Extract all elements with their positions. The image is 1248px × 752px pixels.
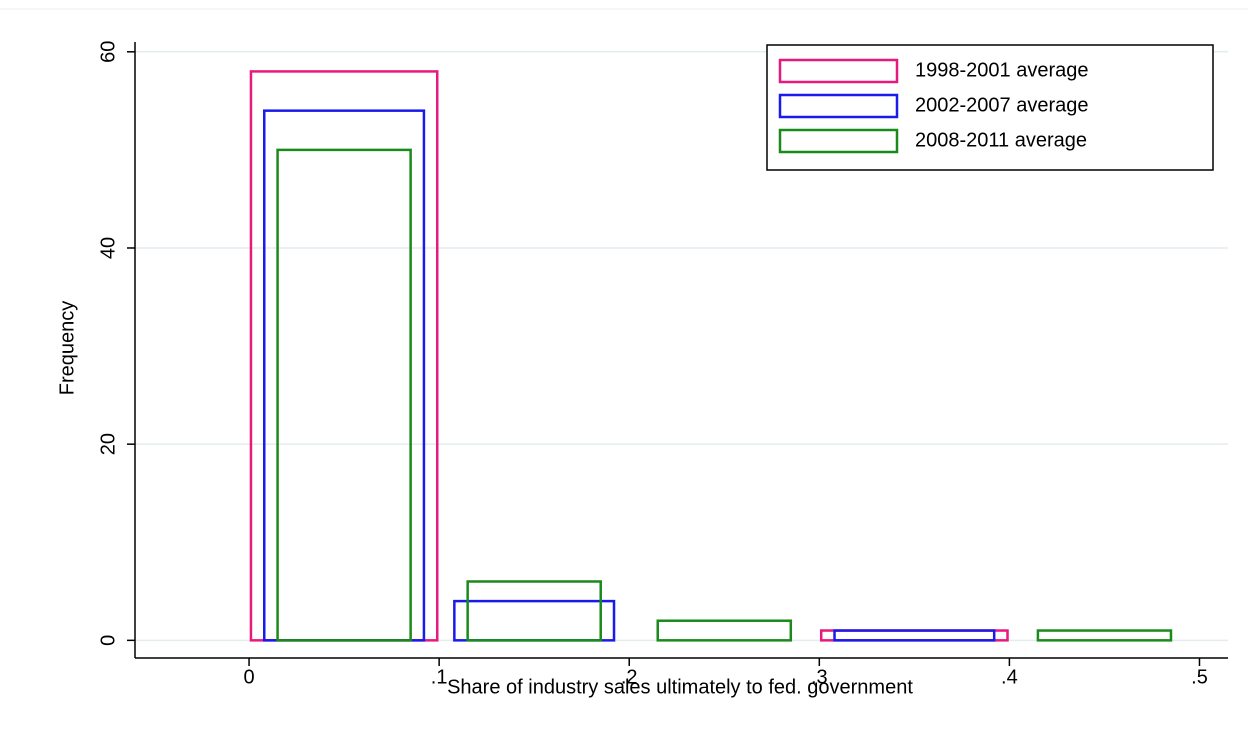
x-tick-label: .3 <box>811 666 828 688</box>
legend-label: 1998-2001 average <box>915 59 1088 81</box>
bar <box>249 70 439 642</box>
legend-box <box>766 44 1214 171</box>
x-tick-label: 0 <box>243 666 254 688</box>
y-axis-label: Frequency <box>56 301 78 396</box>
legend-swatch <box>778 93 899 119</box>
bar <box>276 148 412 642</box>
x-tick-label: .1 <box>431 666 448 688</box>
y-tick-label: 20 <box>97 433 119 455</box>
y-tick-label: 0 <box>97 635 119 646</box>
bar <box>466 580 602 642</box>
bar <box>833 629 996 642</box>
bar <box>453 599 616 642</box>
legend-label: 2002-2007 average <box>915 94 1088 116</box>
x-axis-label: Share of industry sales ultimately to fe… <box>447 676 913 698</box>
legend-label: 2008-2011 average <box>915 129 1087 151</box>
x-tick-label: .5 <box>1191 666 1208 688</box>
bar <box>1036 629 1173 642</box>
y-tick-label: 40 <box>97 237 119 259</box>
legend-swatch <box>778 128 899 154</box>
y-tick-label: 60 <box>97 41 119 63</box>
bar <box>656 619 793 642</box>
x-tick-label: .2 <box>621 666 638 688</box>
bar <box>263 109 426 642</box>
legend-swatch <box>778 58 899 84</box>
bar <box>819 629 1009 642</box>
x-tick-label: .4 <box>1001 666 1018 688</box>
